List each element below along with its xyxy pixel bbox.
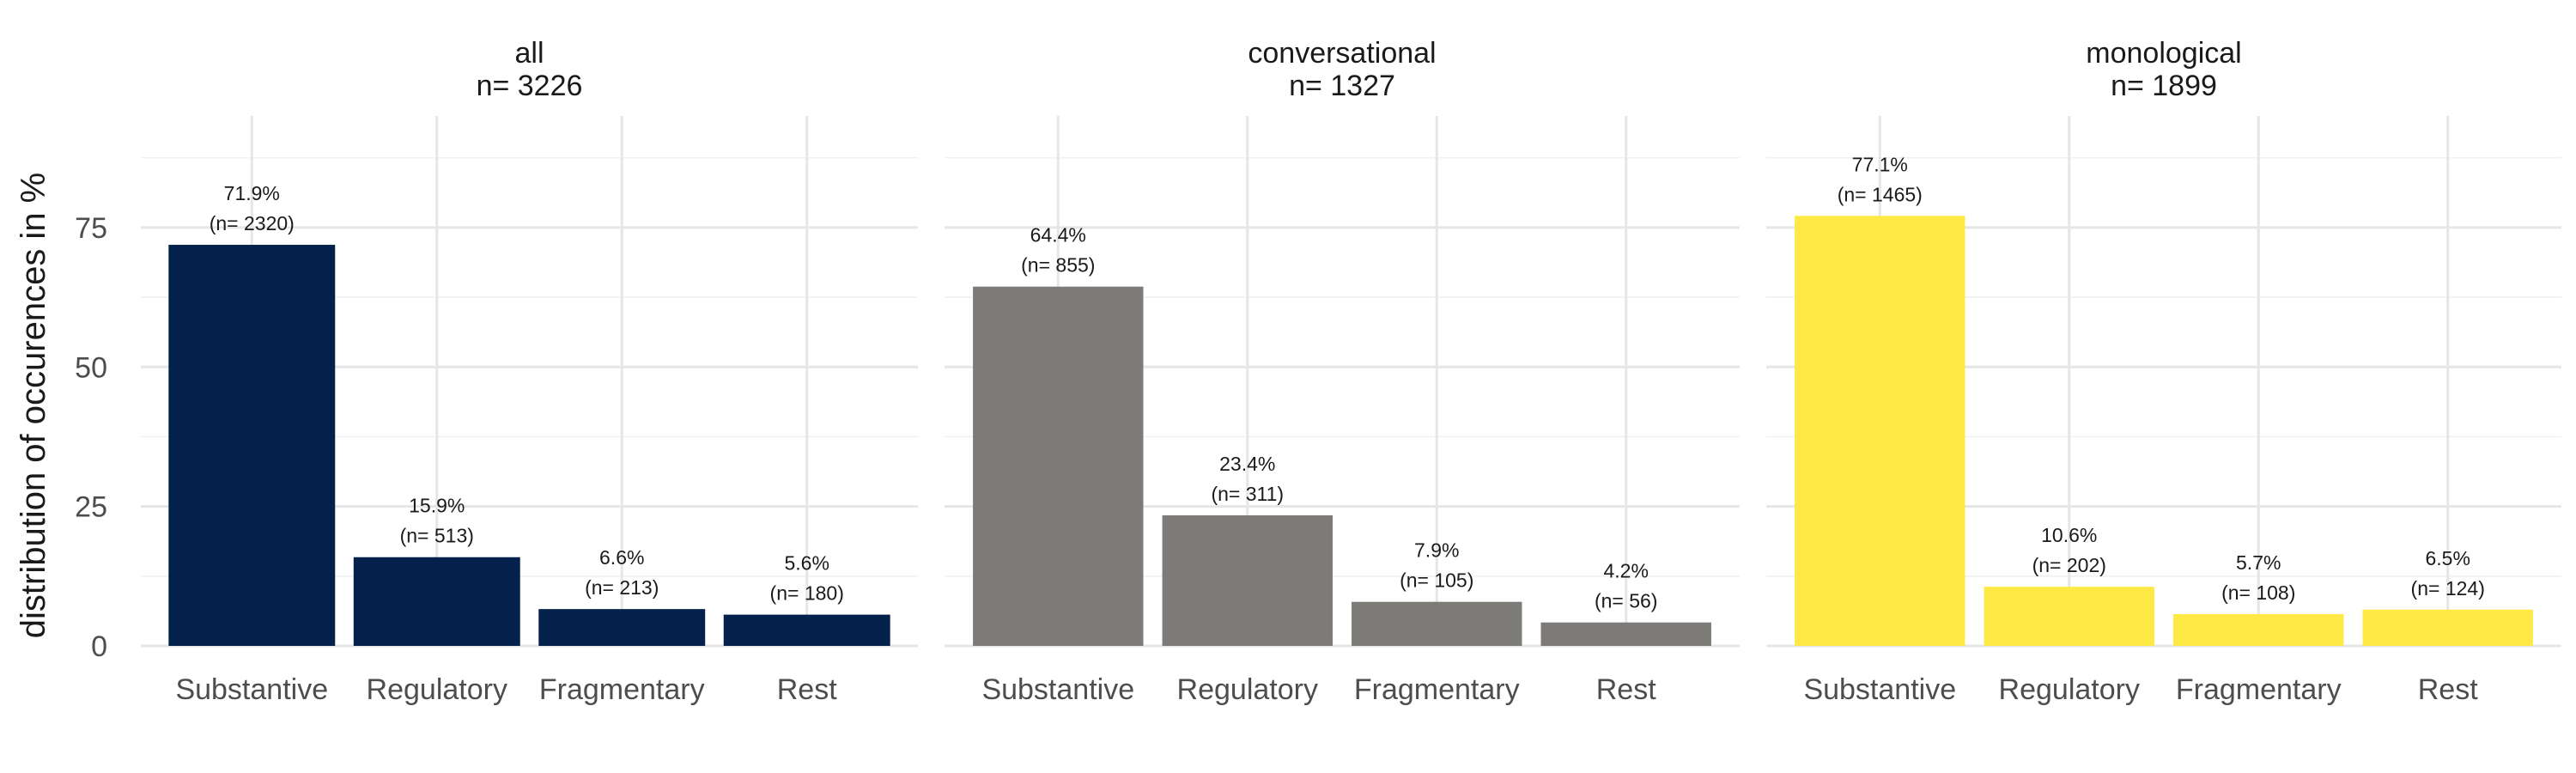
y-tick-label: 50 xyxy=(75,351,107,384)
bar-count-label: (n= 213) xyxy=(585,576,659,599)
bar-count-label: (n= 311) xyxy=(1211,483,1284,505)
x-tick-label: Rest xyxy=(1596,673,1656,706)
bar-layer xyxy=(168,216,2533,646)
bar-percent-label: 4.2% xyxy=(1603,560,1648,582)
bar-count-label: (n= 180) xyxy=(770,582,844,605)
bar-percent-label: 5.6% xyxy=(784,552,829,575)
y-axis-label: distribution of occurences in % xyxy=(15,173,52,639)
bar xyxy=(1352,601,1522,646)
bar-percent-label: 71.9% xyxy=(224,182,280,204)
facet-subtitle: n= 1327 xyxy=(1289,70,1395,102)
y-tick-label: 25 xyxy=(75,491,107,524)
bar-count-label: (n= 108) xyxy=(2221,581,2295,604)
y-tick-label: 0 xyxy=(91,630,107,663)
x-tick-label: Rest xyxy=(2418,673,2478,706)
bar-percent-label: 6.6% xyxy=(599,546,644,569)
bar-count-label: (n= 56) xyxy=(1595,590,1658,612)
bar-count-label: (n= 855) xyxy=(1021,254,1095,277)
x-tick-label: Substantive xyxy=(175,673,328,706)
x-tick-label: Regulatory xyxy=(1999,673,2140,706)
facet-title: all xyxy=(514,37,544,70)
x-tick-label: Substantive xyxy=(1803,673,1956,706)
bar-percent-label: 77.1% xyxy=(1852,153,1908,175)
bar-percent-label: 6.5% xyxy=(2425,547,2470,569)
bar xyxy=(1795,216,1965,646)
facet-title: monological xyxy=(2086,37,2241,70)
bar xyxy=(353,557,520,646)
bar-count-label: (n= 105) xyxy=(1400,569,1473,592)
facet-subtitle: n= 3226 xyxy=(477,70,583,102)
bar xyxy=(2362,609,2533,646)
x-tick-label: Substantive xyxy=(981,673,1134,706)
x-tick-label: Fragmentary xyxy=(539,673,705,706)
x-tick-label: Regulatory xyxy=(367,673,507,706)
bar xyxy=(1540,622,1711,646)
bar-count-label: (n= 2320) xyxy=(210,212,295,234)
facet-subtitle: n= 1899 xyxy=(2111,70,2217,102)
bar-count-label: (n= 124) xyxy=(2411,577,2485,600)
x-tick-label: Fragmentary xyxy=(2176,673,2342,706)
bar-percent-label: 15.9% xyxy=(409,495,465,517)
bar xyxy=(1162,515,1333,646)
x-tick-label: Regulatory xyxy=(1177,673,1318,706)
bar xyxy=(723,614,890,646)
bar-percent-label: 64.4% xyxy=(1030,224,1086,247)
bar-percent-label: 7.9% xyxy=(1414,539,1459,562)
bar-percent-label: 10.6% xyxy=(2041,524,2097,546)
bar xyxy=(538,609,706,646)
x-tick-label: Fragmentary xyxy=(1354,673,1520,706)
bar-percent-label: 5.7% xyxy=(2236,551,2281,574)
bar xyxy=(1984,587,2154,646)
bar-count-label: (n= 1465) xyxy=(1838,183,1923,205)
bar xyxy=(2173,613,2344,646)
bar xyxy=(168,245,336,646)
bar-count-label: (n= 513) xyxy=(400,525,474,547)
y-tick-label: 75 xyxy=(75,212,107,245)
bar-percent-label: 23.4% xyxy=(1219,453,1275,475)
bar-count-label: (n= 202) xyxy=(2032,554,2106,576)
x-tick-label: Rest xyxy=(777,673,837,706)
bar xyxy=(973,286,1144,646)
facet-title: conversational xyxy=(1248,37,1436,70)
